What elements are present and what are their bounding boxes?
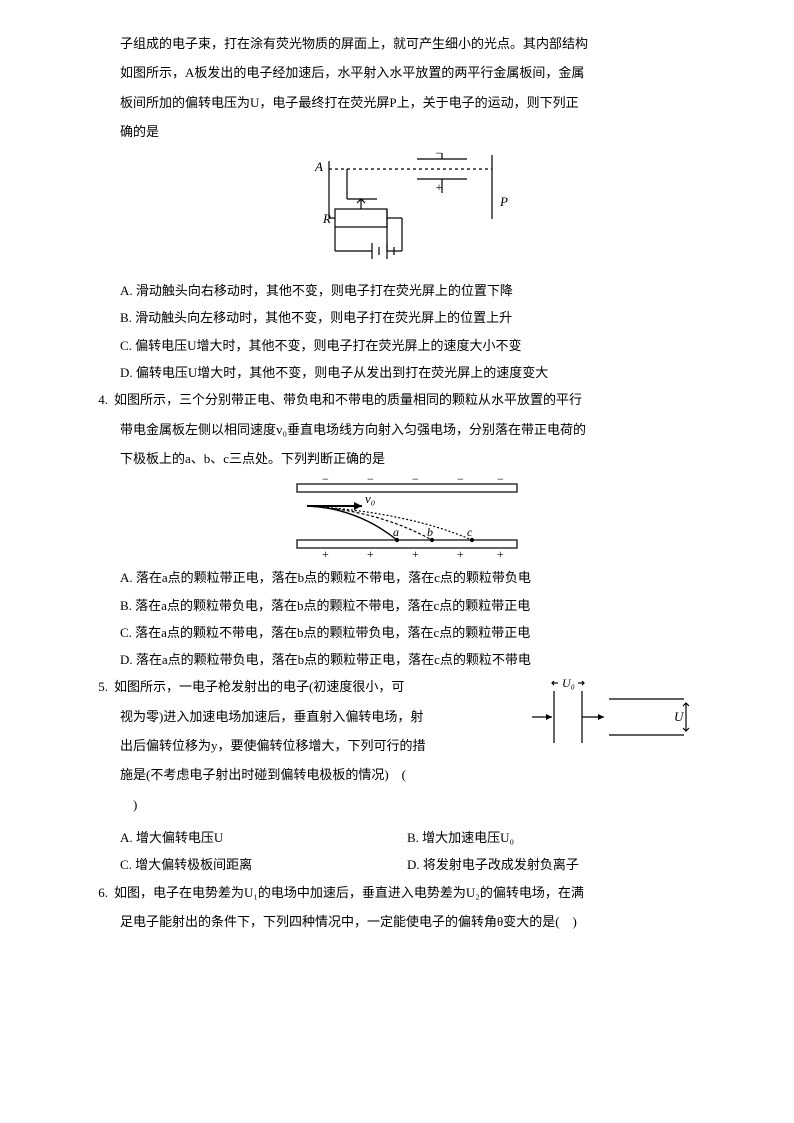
q5-l4: 施是(不考虑电子射出时碰到偏转电极板的情况) ( — [120, 761, 508, 788]
q4-l3: 下极板上的a、b、c三点处。下列判断正确的是 — [120, 445, 694, 472]
q4-opt-a: A. 落在a点的颗粒带正电，落在b点的颗粒不带电，落在c点的颗粒带负电 — [120, 564, 694, 591]
svg-text:b: b — [427, 525, 433, 539]
q4-opt-d: D. 落在a点的颗粒带负电，落在b点的颗粒带正电，落在c点的颗粒不带电 — [120, 646, 694, 673]
q5-opt-a: A. 增大偏转电压U — [120, 824, 407, 851]
svg-text:A: A — [314, 159, 323, 174]
q4-l2: 带电金属板左侧以相同速度v₀垂直电场线方向射入匀强电场，分别落在带正电荷的 — [120, 416, 694, 443]
q5: 5. 如图所示，一电子枪发射出的电子(初速度很小，可 视为零)进入加速电场加速后… — [120, 673, 694, 819]
figure-q5: U₀ — [524, 673, 694, 776]
q3-intro-l1: 子组成的电子束，打在涂有荧光物质的屏面上，就可产生细小的光点。其内部结构 — [120, 30, 694, 57]
q4-choices: A. 落在a点的颗粒带正电，落在b点的颗粒不带电，落在c点的颗粒带负电 B. 落… — [120, 564, 694, 673]
svg-text:+: + — [322, 547, 329, 558]
q3-intro-l2: 如图所示，A板发出的电子经加速后，水平射入水平放置的两平行金属板间，金属 — [120, 59, 694, 86]
q5-choices: A. 增大偏转电压U B. 增大加速电压U₀ C. 增大偏转极板间距离 D. 将… — [120, 824, 694, 879]
q6-number: 6. — [86, 879, 114, 906]
svg-text:+: + — [457, 547, 464, 558]
svg-text:U: U — [674, 709, 685, 724]
svg-text:c: c — [467, 525, 473, 539]
figure-q3: − + P A R — [120, 151, 694, 271]
svg-text:−: − — [367, 478, 374, 486]
svg-text:+: + — [367, 547, 374, 558]
svg-text:+: + — [412, 547, 419, 558]
q5-l3: 出后偏转位移为y，要使偏转位移增大，下列可行的措 — [120, 732, 508, 759]
svg-text:−: − — [322, 478, 329, 486]
svg-text:−: − — [457, 478, 464, 486]
q4: 4. 如图所示，三个分别带正电、带负电和不带电的质量相同的颗粒从水平放置的平行 … — [120, 386, 694, 472]
q5-number: 5. — [86, 673, 114, 700]
svg-text:−: − — [412, 478, 419, 486]
q6: 6. 如图，电子在电势差为U₁的电场中加速后，垂直进入电势差为U₂的偏转电场，在… — [120, 879, 694, 936]
q5-opt-b: B. 增大加速电压U₀ — [407, 824, 694, 851]
q4-l1: 如图所示，三个分别带正电、带负电和不带电的质量相同的颗粒从水平放置的平行 — [114, 386, 688, 413]
svg-text:P: P — [499, 194, 508, 209]
q5-l1: 如图所示，一电子枪发射出的电子(初速度很小，可 — [114, 673, 502, 700]
q5-opt-d: D. 将发射电子改成发射负离子 — [407, 851, 694, 878]
svg-text:−: − — [497, 478, 504, 486]
q4-number: 4. — [86, 386, 114, 413]
figure-q4: − − − − − + + + + + v₀ a b c — [120, 478, 694, 558]
q4-opt-c: C. 落在a点的颗粒不带电，落在b点的颗粒带负电，落在c点的颗粒带正电 — [120, 619, 694, 646]
q5-l2: 视为零)进入加速电场加速后，垂直射入偏转电场，射 — [120, 703, 508, 730]
svg-text:v₀: v₀ — [365, 491, 375, 506]
q3-intro-l4: 确的是 — [120, 118, 694, 145]
q5-l5: ) — [120, 791, 508, 818]
q3-choices: A. 滑动触头向右移动时，其他不变，则电子打在荧光屏上的位置下降 B. 滑动触头… — [120, 277, 694, 386]
q3-opt-a: A. 滑动触头向右移动时，其他不变，则电子打在荧光屏上的位置下降 — [120, 277, 694, 304]
q3-opt-d: D. 偏转电压U增大时，其他不变，则电子从发出到打在荧光屏上的速度变大 — [120, 359, 694, 386]
document-content: 子组成的电子束，打在涂有荧光物质的屏面上，就可产生细小的光点。其内部结构 如图所… — [120, 30, 694, 935]
svg-text:+: + — [497, 547, 504, 558]
q6-l1: 如图，电子在电势差为U₁的电场中加速后，垂直进入电势差为U₂的偏转电场，在满 — [114, 879, 688, 906]
q5-opt-c: C. 增大偏转极板间距离 — [120, 851, 407, 878]
q4-opt-b: B. 落在a点的颗粒带负电，落在b点的颗粒不带电，落在c点的颗粒带正电 — [120, 592, 694, 619]
svg-text:U₀: U₀ — [562, 677, 575, 690]
q3-opt-c: C. 偏转电压U增大时，其他不变，则电子打在荧光屏上的速度大小不变 — [120, 332, 694, 359]
q3-intro-l3: 板间所加的偏转电压为U，电子最终打在荧光屏P上，关于电子的运动，则下列正 — [120, 89, 694, 116]
svg-text:a: a — [393, 525, 399, 539]
q3-opt-b: B. 滑动触头向左移动时，其他不变，则电子打在荧光屏上的位置上升 — [120, 304, 694, 331]
q6-l2: 足电子能射出的条件下，下列四种情况中，一定能使电子的偏转角θ变大的是( ) — [120, 908, 694, 935]
q3-intro: 子组成的电子束，打在涂有荧光物质的屏面上，就可产生细小的光点。其内部结构 如图所… — [120, 30, 694, 145]
